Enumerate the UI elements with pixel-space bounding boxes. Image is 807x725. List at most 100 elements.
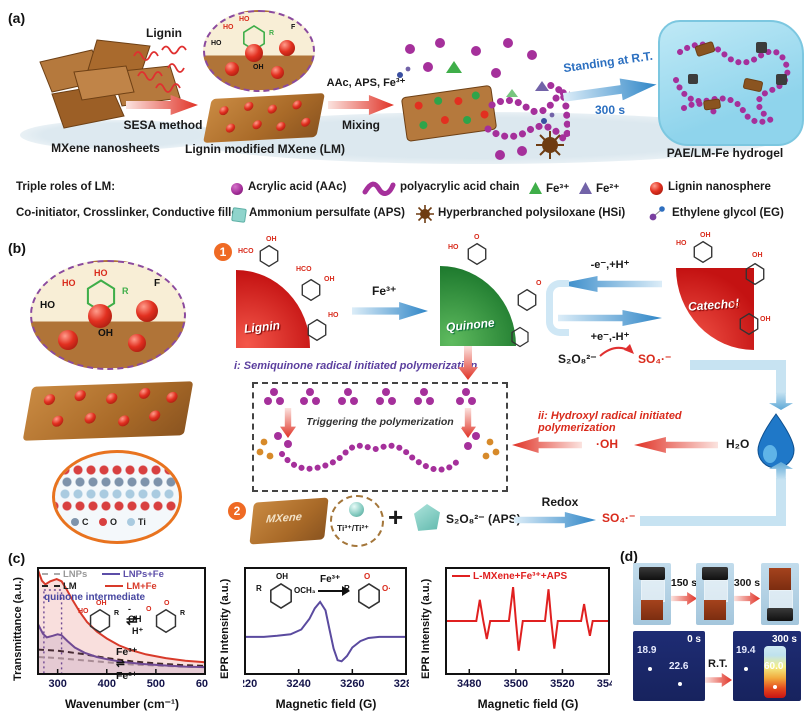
benzene-ring-icon (745, 262, 765, 286)
o-label: O (364, 572, 371, 581)
benzene-ring-icon (693, 240, 713, 264)
oh-label: OH (700, 232, 711, 239)
svg-text:3540: 3540 (597, 678, 612, 690)
vial-arrow-2 (734, 592, 760, 605)
temp-spot-dot (773, 685, 777, 689)
vial-arrow-1 (671, 592, 697, 605)
minus-oh-label: -OH (128, 604, 142, 624)
oh-label: OH (276, 572, 288, 581)
ti-oxidation-label: Ti³⁺/Ti²⁺ (337, 523, 369, 533)
r-label: R (122, 286, 129, 296)
svg-text:600: 600 (196, 678, 208, 690)
catechol-connector-v (776, 360, 786, 394)
epr-semiquinone-chart: 3220 3240 3260 3280 (233, 566, 418, 690)
ho-label: HO (239, 16, 250, 23)
oh-to-box-arrow (512, 437, 582, 453)
titanium-dot-icon (127, 518, 135, 526)
f-label: F (291, 24, 296, 31)
legend-fe3-label: Fe³⁺ (546, 183, 570, 195)
atomic-lattice-inset: C O Ti (52, 450, 182, 544)
triggering-label: Triggering the polymerization (298, 416, 462, 428)
lignin-quarter: Lignin (236, 270, 310, 348)
quinone-intermediate-annotation: quinone intermediate (44, 592, 146, 603)
o-label: O (474, 234, 480, 241)
fe-equilibrium-label: Fe³⁺ ⇌ Fe²⁺ (116, 646, 138, 682)
h2o-label: H₂O (726, 437, 750, 451)
temp-spot-label: 18.9 (637, 645, 657, 656)
persulfate-label: S₂O₈²⁻ (558, 352, 597, 366)
o-label: O (164, 600, 170, 607)
thermal-time-label: 0 s (687, 634, 701, 645)
thermal-image-300s: 300 s 19.4 60.0 (733, 631, 801, 701)
hsi-ball-icon (416, 205, 434, 223)
svg-text:300: 300 (48, 678, 66, 690)
panel-b-label: (b) (8, 240, 26, 256)
temp-spot-label: 60.0 (764, 661, 784, 672)
sulfate-connector-v (776, 478, 786, 522)
chart2-ylabel: EPR Intensity (a.u.) (219, 578, 231, 680)
polymer-chain-icon (362, 181, 396, 196)
vial-glass (769, 590, 793, 610)
temp-spot-dot (678, 682, 682, 686)
eq-top-label: -e⁻,+H⁺ (590, 259, 630, 271)
titanium-label: Ti (138, 517, 146, 527)
vial-cap (639, 567, 665, 580)
lm-sheet (203, 93, 325, 143)
ho-label: HO (78, 608, 89, 615)
acrylic-acid-icon (231, 183, 243, 195)
catechol-ring-icon (89, 608, 111, 634)
persulfate-arrow (599, 344, 634, 357)
ho-label: HO (223, 24, 234, 31)
r-label: R (256, 584, 262, 593)
time-300s-label: 300 s (733, 577, 761, 589)
vial-photo-0s (633, 563, 671, 625)
legend-title-1: Triple roles of LM: (16, 181, 116, 193)
sesa-method-label: SESA method (123, 118, 203, 132)
plus-sign: + (388, 502, 404, 532)
step-1-badge: 1 (214, 243, 232, 261)
hydrogel-label: PAE/LM-Fe hydrogel (666, 146, 784, 160)
quinone-ring-icon (358, 582, 380, 610)
benzene-ring-icon (307, 318, 327, 342)
mixing-arrow (328, 95, 394, 115)
aps-square-icon (231, 207, 247, 223)
oh-label: OH (98, 328, 113, 339)
oh-label: OH (324, 276, 335, 283)
oxygen-row (59, 463, 175, 477)
h-plus-label: H⁺ (132, 626, 144, 636)
oh-label: OH (266, 236, 277, 243)
ti-site-inset: Ti³⁺/Ti²⁺ (330, 495, 384, 547)
panel-c-label: (c) (8, 550, 26, 566)
aps-crystal-icon (414, 504, 440, 531)
ho-label: HO (448, 244, 459, 251)
lignin-nanosphere (128, 334, 146, 352)
vial-photo-150s (696, 563, 734, 625)
eg-icon (649, 206, 665, 221)
benzene-ring-icon (517, 288, 537, 312)
sulfate-radical-label: SO₄·⁻ (638, 352, 672, 366)
ho-label: HO (94, 268, 108, 278)
och3-label: OCH₃ (294, 586, 316, 595)
mxene-nanosheets-label: MXene nanosheets (51, 141, 160, 155)
ho-label: HO (40, 300, 55, 311)
benzene-ring-icon (259, 244, 279, 268)
redox-label: Redox (541, 495, 579, 509)
legend-eg-label: Ethylene glycol (EG) (672, 207, 784, 219)
time-150s-label: 150 s (670, 577, 698, 589)
o-radical-label: O· (382, 584, 391, 593)
fe3-triangle-icon (529, 182, 542, 194)
polymerization-box: Triggering the polymerization (252, 382, 508, 492)
lignin-nanosphere (279, 40, 295, 56)
fe2-triangle-icon (579, 182, 592, 194)
equilibrium-arrows: ⇌ (126, 612, 138, 628)
chart1-legend: LNPs LNPs+Fe LM LM+Fe (42, 569, 164, 592)
redox-arrow (514, 512, 596, 528)
hsi-ball-icon (536, 131, 564, 159)
vial-cap (767, 608, 793, 621)
svg-text:3220: 3220 (243, 678, 257, 690)
lignin-quarter-label: Lignin (243, 318, 281, 336)
eq-loop-connector (546, 280, 569, 336)
ho-label: HO (211, 40, 222, 47)
lm-label: Lignin modified MXene (LM) (185, 142, 345, 156)
legend-lnps: LNPs (63, 569, 88, 580)
